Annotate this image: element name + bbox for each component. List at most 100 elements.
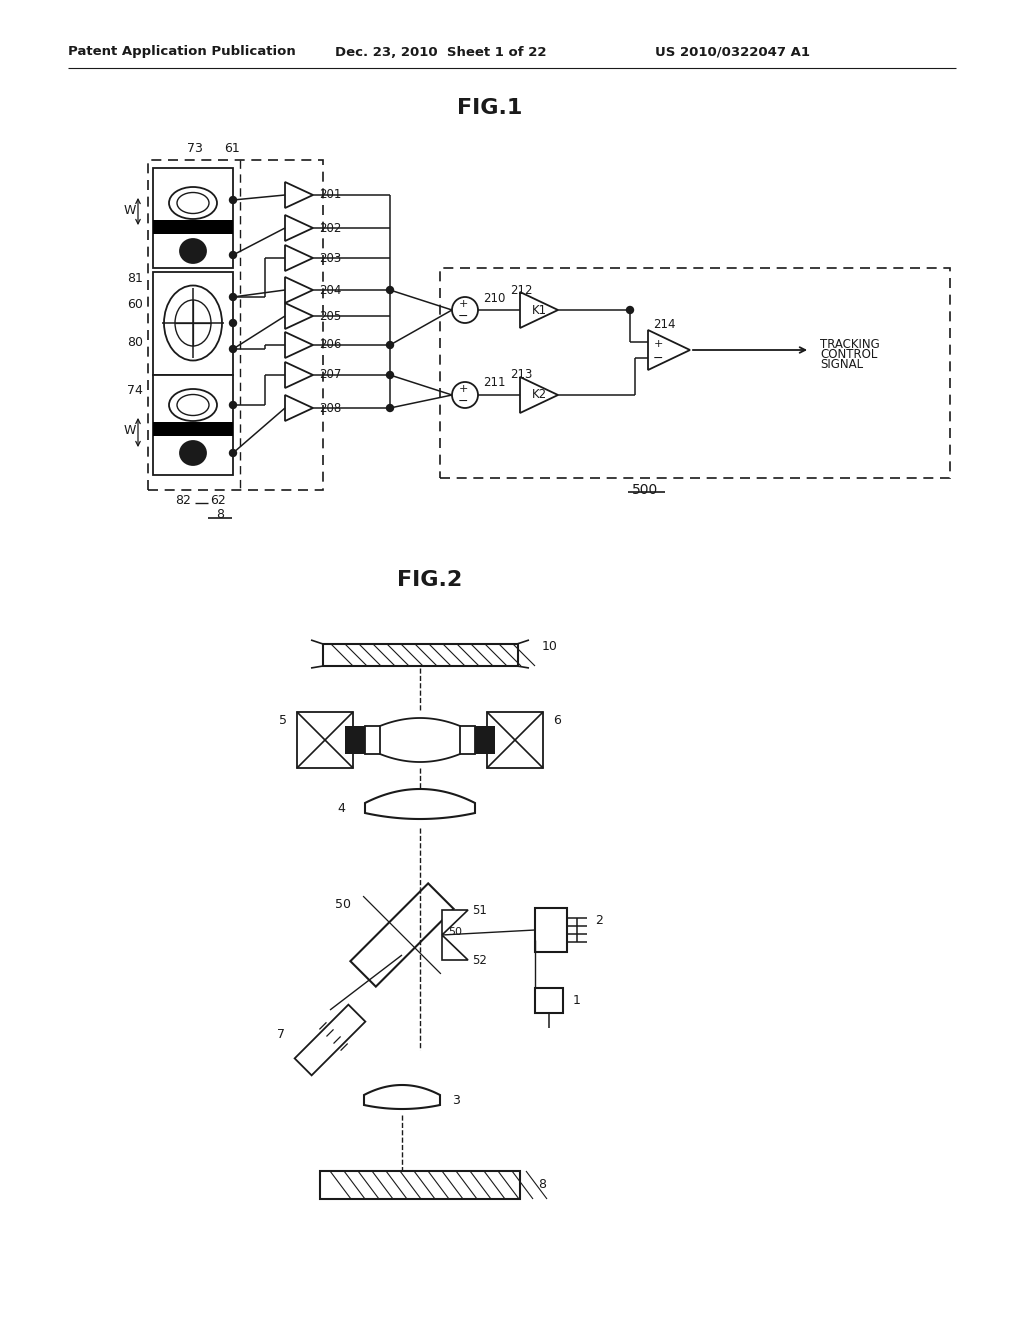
Text: 212: 212 — [510, 284, 532, 297]
Polygon shape — [285, 215, 313, 242]
Polygon shape — [285, 304, 313, 329]
Text: 80: 80 — [127, 337, 143, 350]
Bar — [535, 987, 563, 1012]
Ellipse shape — [180, 441, 206, 465]
Text: 204: 204 — [319, 284, 341, 297]
Text: 7: 7 — [278, 1028, 285, 1041]
Bar — [153, 220, 233, 234]
Polygon shape — [350, 883, 454, 986]
Text: K1: K1 — [531, 304, 547, 317]
Circle shape — [229, 346, 237, 352]
Bar — [323, 644, 518, 667]
Text: 50: 50 — [449, 927, 462, 937]
Text: K2: K2 — [531, 388, 547, 401]
Bar — [153, 375, 233, 475]
Text: 207: 207 — [319, 368, 341, 381]
Text: 60: 60 — [127, 298, 143, 312]
Circle shape — [452, 381, 478, 408]
Ellipse shape — [169, 187, 217, 219]
Text: 8: 8 — [216, 508, 224, 521]
Text: 201: 201 — [319, 189, 341, 202]
Text: FIG.1: FIG.1 — [458, 98, 522, 117]
Ellipse shape — [175, 300, 211, 346]
Text: 214: 214 — [653, 318, 676, 331]
Text: 205: 205 — [319, 309, 341, 322]
Circle shape — [627, 306, 634, 314]
Polygon shape — [285, 182, 313, 209]
Polygon shape — [365, 726, 475, 754]
Text: 10: 10 — [542, 640, 558, 653]
Polygon shape — [285, 333, 313, 358]
Text: 6: 6 — [553, 714, 561, 726]
Text: 210: 210 — [483, 292, 506, 305]
Polygon shape — [295, 1005, 366, 1076]
Text: TRACKING: TRACKING — [820, 338, 880, 351]
Bar — [153, 168, 233, 268]
Bar — [153, 422, 233, 436]
Text: SIGNAL: SIGNAL — [820, 359, 863, 371]
Text: 50: 50 — [335, 899, 351, 912]
Circle shape — [452, 297, 478, 323]
Text: 61: 61 — [224, 141, 240, 154]
Polygon shape — [285, 362, 313, 388]
Polygon shape — [365, 789, 475, 818]
Text: 8: 8 — [538, 1179, 546, 1192]
Text: 3: 3 — [452, 1093, 460, 1106]
Polygon shape — [364, 1085, 440, 1109]
Polygon shape — [285, 395, 313, 421]
Text: 206: 206 — [319, 338, 341, 351]
Polygon shape — [285, 277, 313, 304]
Text: +: + — [459, 300, 468, 309]
Ellipse shape — [169, 389, 217, 421]
Circle shape — [386, 404, 393, 412]
Circle shape — [229, 293, 237, 301]
Text: 73: 73 — [187, 141, 203, 154]
Ellipse shape — [177, 193, 209, 214]
Text: −: − — [458, 395, 468, 408]
Polygon shape — [520, 378, 558, 413]
Ellipse shape — [180, 239, 206, 263]
Polygon shape — [648, 330, 690, 370]
Polygon shape — [380, 718, 460, 762]
Text: 81: 81 — [127, 272, 143, 285]
Text: 202: 202 — [319, 222, 341, 235]
Bar — [297, 711, 353, 768]
Polygon shape — [520, 292, 558, 327]
Text: 4: 4 — [337, 801, 345, 814]
Circle shape — [386, 342, 393, 348]
Polygon shape — [442, 909, 468, 935]
Bar — [440, 268, 950, 478]
Text: 213: 213 — [510, 368, 532, 381]
Text: 211: 211 — [483, 376, 506, 389]
Circle shape — [386, 286, 393, 293]
Text: 2: 2 — [595, 913, 603, 927]
Text: 203: 203 — [319, 252, 341, 264]
Bar — [345, 726, 365, 754]
Polygon shape — [285, 246, 313, 271]
Text: US 2010/0322047 A1: US 2010/0322047 A1 — [655, 45, 810, 58]
Text: 208: 208 — [319, 401, 341, 414]
Text: 62: 62 — [210, 494, 226, 507]
Bar — [148, 160, 323, 490]
Bar — [535, 908, 567, 952]
Text: W: W — [124, 203, 136, 216]
Text: Patent Application Publication: Patent Application Publication — [68, 45, 296, 58]
Circle shape — [229, 252, 237, 259]
Text: 500: 500 — [632, 483, 658, 498]
Ellipse shape — [177, 395, 209, 416]
Text: 82: 82 — [175, 494, 190, 507]
Text: −: − — [458, 309, 468, 322]
Text: Dec. 23, 2010  Sheet 1 of 22: Dec. 23, 2010 Sheet 1 of 22 — [335, 45, 547, 58]
Text: W: W — [124, 424, 136, 437]
Bar — [319, 1171, 520, 1199]
Text: +: + — [459, 384, 468, 393]
Circle shape — [229, 450, 237, 457]
Bar — [487, 711, 543, 768]
Polygon shape — [442, 935, 468, 960]
Text: 1: 1 — [573, 994, 581, 1006]
Circle shape — [229, 319, 237, 326]
Circle shape — [386, 371, 393, 379]
Text: 52: 52 — [472, 953, 486, 966]
Text: −: − — [652, 351, 664, 364]
Text: CONTROL: CONTROL — [820, 348, 878, 362]
